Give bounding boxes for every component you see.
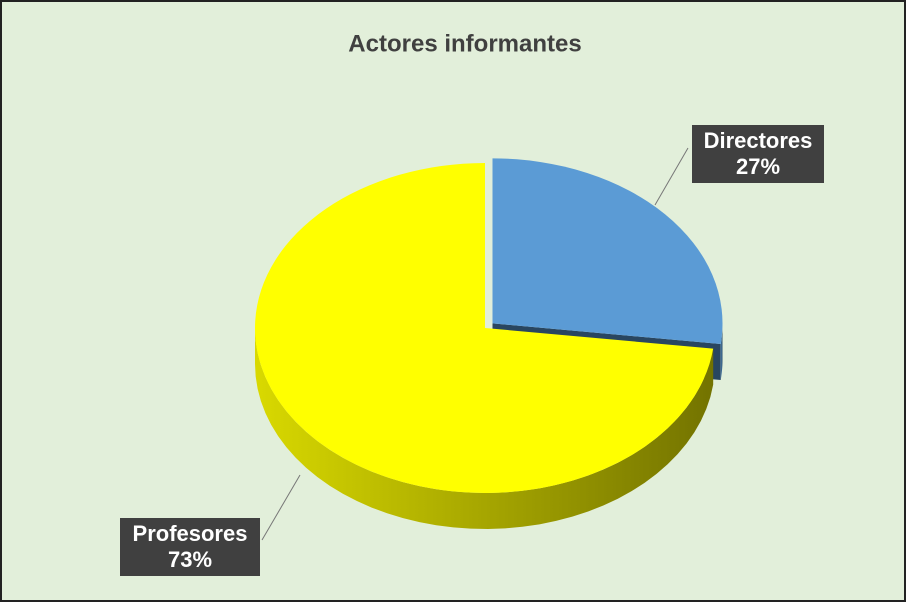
data-label-name: Directores [704, 128, 813, 153]
chart-title: Actores informantes [348, 30, 581, 57]
leader-line [654, 147, 689, 206]
data-label-box [120, 518, 260, 576]
pie-slice [255, 163, 714, 494]
data-label-value: 73% [168, 547, 212, 572]
leader-line [261, 474, 301, 541]
data-label-name: Profesores [133, 521, 248, 546]
pie-slice [492, 158, 723, 345]
data-label-box [692, 125, 824, 183]
slice-side [255, 328, 714, 529]
data-label-value: 27% [736, 154, 780, 179]
slice-side [720, 323, 723, 381]
